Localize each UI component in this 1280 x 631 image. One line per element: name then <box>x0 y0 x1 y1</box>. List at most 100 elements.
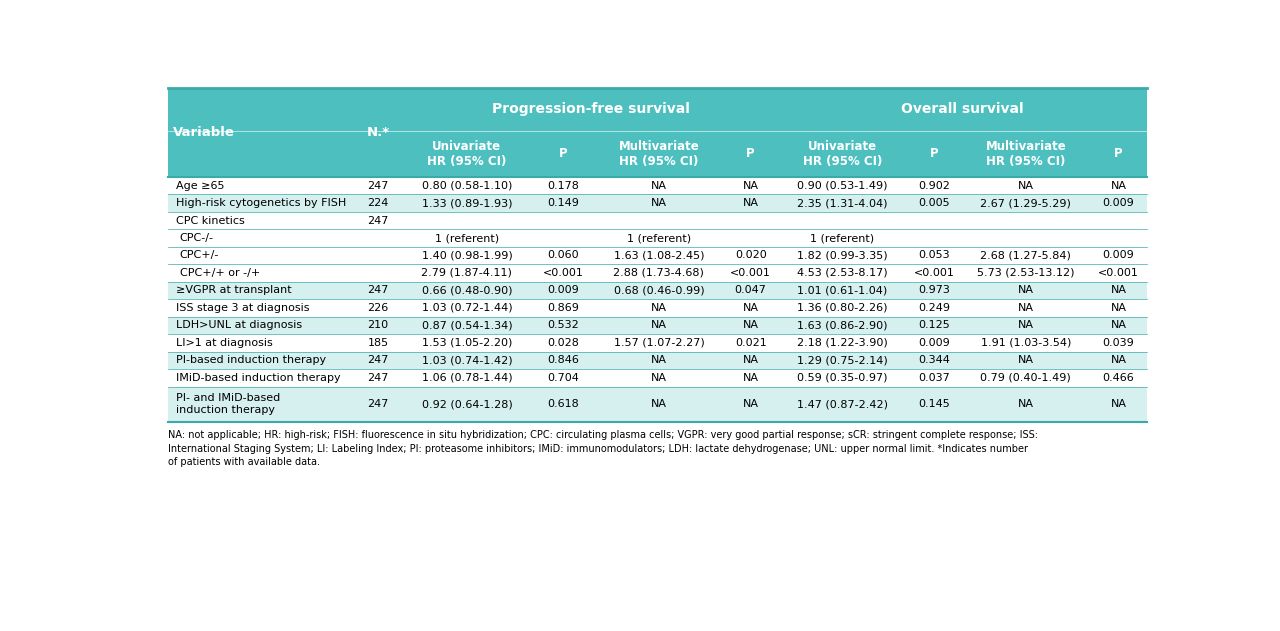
Text: 1.40 (0.98-1.99): 1.40 (0.98-1.99) <box>421 251 512 261</box>
Text: NA: NA <box>742 321 759 331</box>
Text: 0.037: 0.037 <box>918 373 950 383</box>
Bar <box>168 264 1147 281</box>
Text: 1.82 (0.99-3.35): 1.82 (0.99-3.35) <box>797 251 888 261</box>
Text: 0.846: 0.846 <box>547 355 579 365</box>
Text: 1.06 (0.78-1.44): 1.06 (0.78-1.44) <box>421 373 512 383</box>
Text: NA: NA <box>652 355 667 365</box>
Text: IMiD-based induction therapy: IMiD-based induction therapy <box>175 373 340 383</box>
Text: 0.028: 0.028 <box>547 338 579 348</box>
Text: CPC+/+ or -/+: CPC+/+ or -/+ <box>179 268 260 278</box>
Text: 1.33 (0.89-1.93): 1.33 (0.89-1.93) <box>421 198 512 208</box>
Text: Multivariate
HR (95% CI): Multivariate HR (95% CI) <box>986 139 1066 168</box>
Text: 1.57 (1.07-2.27): 1.57 (1.07-2.27) <box>613 338 704 348</box>
Text: 247: 247 <box>367 216 389 225</box>
Text: NA: NA <box>1111 399 1126 409</box>
Text: NA: NA <box>742 355 759 365</box>
Text: 0.039: 0.039 <box>1102 338 1134 348</box>
Text: 0.92 (0.64-1.28): 0.92 (0.64-1.28) <box>421 399 512 409</box>
Text: 0.902: 0.902 <box>918 180 950 191</box>
Text: NA: NA <box>1018 285 1034 295</box>
Text: NA: NA <box>1018 321 1034 331</box>
Text: 0.87 (0.54-1.34): 0.87 (0.54-1.34) <box>421 321 512 331</box>
Text: CPC+/-: CPC+/- <box>179 251 219 261</box>
Text: P: P <box>929 147 938 160</box>
Text: Univariate
HR (95% CI): Univariate HR (95% CI) <box>428 139 507 168</box>
Text: NA: NA <box>742 180 759 191</box>
Text: 0.009: 0.009 <box>547 285 579 295</box>
Text: 0.145: 0.145 <box>918 399 950 409</box>
Text: Age ≥65: Age ≥65 <box>175 180 224 191</box>
Text: 0.973: 0.973 <box>918 285 950 295</box>
Text: NA: NA <box>652 373 667 383</box>
Text: 0.053: 0.053 <box>918 251 950 261</box>
Text: NA: NA <box>652 399 667 409</box>
Text: 2.88 (1.73-4.68): 2.88 (1.73-4.68) <box>613 268 704 278</box>
Text: NA: NA <box>742 198 759 208</box>
Text: LI>1 at diagnosis: LI>1 at diagnosis <box>175 338 273 348</box>
Bar <box>168 369 1147 387</box>
Bar <box>168 387 1147 422</box>
Bar <box>168 88 1147 177</box>
Text: 185: 185 <box>367 338 389 348</box>
Text: P: P <box>558 147 567 160</box>
Text: 2.68 (1.27-5.84): 2.68 (1.27-5.84) <box>980 251 1071 261</box>
Bar <box>168 177 1147 194</box>
Text: 1 (referent): 1 (referent) <box>810 233 874 243</box>
Text: 1.63 (1.08-2.45): 1.63 (1.08-2.45) <box>613 251 704 261</box>
Text: N.*: N.* <box>366 126 389 139</box>
Text: NA: NA <box>652 198 667 208</box>
Text: 0.009: 0.009 <box>1102 198 1134 208</box>
Text: ISS stage 3 at diagnosis: ISS stage 3 at diagnosis <box>175 303 310 313</box>
Bar <box>168 351 1147 369</box>
Text: Progression-free survival: Progression-free survival <box>492 102 690 116</box>
Text: NA: NA <box>1111 285 1126 295</box>
Text: P: P <box>746 147 755 160</box>
Text: NA: NA <box>652 321 667 331</box>
Text: 224: 224 <box>367 198 389 208</box>
Text: CPC-/-: CPC-/- <box>179 233 214 243</box>
Text: 0.59 (0.35-0.97): 0.59 (0.35-0.97) <box>797 373 887 383</box>
Text: 0.869: 0.869 <box>547 303 579 313</box>
Text: <0.001: <0.001 <box>914 268 955 278</box>
Text: 247: 247 <box>367 180 389 191</box>
Text: NA: NA <box>742 303 759 313</box>
Text: 0.344: 0.344 <box>918 355 950 365</box>
Text: NA: NA <box>1111 355 1126 365</box>
Bar <box>168 194 1147 212</box>
Text: CPC kinetics: CPC kinetics <box>175 216 244 225</box>
Text: 1.03 (0.72-1.44): 1.03 (0.72-1.44) <box>421 303 512 313</box>
Bar <box>168 334 1147 351</box>
Text: 0.009: 0.009 <box>1102 251 1134 261</box>
Text: 0.68 (0.46-0.99): 0.68 (0.46-0.99) <box>613 285 704 295</box>
Text: 4.53 (2.53-8.17): 4.53 (2.53-8.17) <box>797 268 888 278</box>
Text: 0.009: 0.009 <box>918 338 950 348</box>
Text: 1 (referent): 1 (referent) <box>435 233 499 243</box>
Text: 247: 247 <box>367 399 389 409</box>
Bar <box>168 229 1147 247</box>
Text: 5.73 (2.53-13.12): 5.73 (2.53-13.12) <box>977 268 1075 278</box>
Text: <0.001: <0.001 <box>1098 268 1139 278</box>
Text: 2.35 (1.31-4.04): 2.35 (1.31-4.04) <box>797 198 887 208</box>
Text: 1.36 (0.80-2.26): 1.36 (0.80-2.26) <box>797 303 887 313</box>
Text: NA: NA <box>1018 399 1034 409</box>
Text: NA: NA <box>1018 303 1034 313</box>
Bar <box>168 281 1147 299</box>
Text: <0.001: <0.001 <box>543 268 584 278</box>
Text: 0.79 (0.40-1.49): 0.79 (0.40-1.49) <box>980 373 1071 383</box>
Text: High-risk cytogenetics by FISH: High-risk cytogenetics by FISH <box>175 198 346 208</box>
Text: 0.80 (0.58-1.10): 0.80 (0.58-1.10) <box>421 180 512 191</box>
Text: <0.001: <0.001 <box>730 268 771 278</box>
Text: 2.67 (1.29-5.29): 2.67 (1.29-5.29) <box>980 198 1071 208</box>
Text: NA: NA <box>652 180 667 191</box>
Bar <box>168 299 1147 317</box>
Text: 0.618: 0.618 <box>547 399 579 409</box>
Text: 1.01 (0.61-1.04): 1.01 (0.61-1.04) <box>797 285 887 295</box>
Text: 1 (referent): 1 (referent) <box>627 233 691 243</box>
Text: 247: 247 <box>367 285 389 295</box>
Text: 210: 210 <box>367 321 389 331</box>
Text: 1.03 (0.74-1.42): 1.03 (0.74-1.42) <box>421 355 512 365</box>
Text: 1.91 (1.03-3.54): 1.91 (1.03-3.54) <box>980 338 1071 348</box>
Bar <box>168 247 1147 264</box>
Text: NA: NA <box>1111 180 1126 191</box>
Text: Overall survival: Overall survival <box>901 102 1024 116</box>
